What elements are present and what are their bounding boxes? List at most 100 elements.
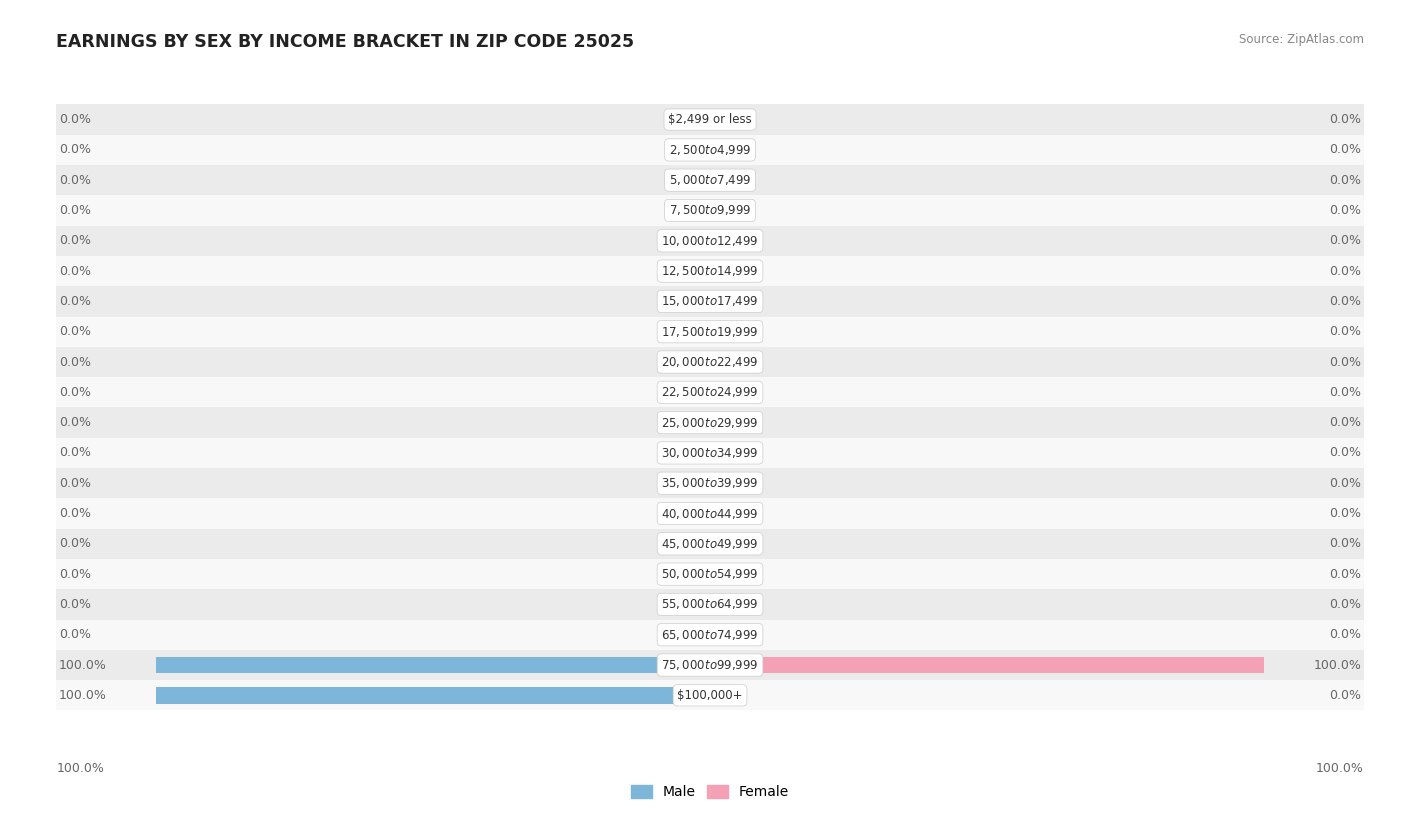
Text: 100.0%: 100.0%	[59, 689, 107, 702]
Bar	[56, 195, 1364, 226]
Text: $75,000 to $99,999: $75,000 to $99,999	[661, 658, 759, 672]
Text: 0.0%: 0.0%	[1329, 598, 1361, 611]
Text: 0.0%: 0.0%	[1329, 446, 1361, 459]
Bar	[710, 596, 730, 613]
Text: $15,000 to $17,499: $15,000 to $17,499	[661, 294, 759, 308]
Bar	[690, 293, 710, 310]
Bar	[690, 536, 710, 552]
Text: $7,500 to $9,999: $7,500 to $9,999	[669, 203, 751, 218]
Text: 0.0%: 0.0%	[59, 204, 91, 217]
Text: 0.0%: 0.0%	[1329, 689, 1361, 702]
Bar	[690, 172, 710, 189]
Text: $25,000 to $29,999: $25,000 to $29,999	[661, 415, 759, 429]
Text: $2,500 to $4,999: $2,500 to $4,999	[669, 143, 751, 157]
Bar	[56, 256, 1364, 286]
Legend: Male, Female: Male, Female	[626, 780, 794, 805]
Text: 0.0%: 0.0%	[59, 567, 91, 580]
Bar	[56, 559, 1364, 589]
Text: 0.0%: 0.0%	[1329, 234, 1361, 247]
Text: $5,000 to $7,499: $5,000 to $7,499	[669, 173, 751, 187]
Text: 0.0%: 0.0%	[59, 537, 91, 550]
Text: 100.0%: 100.0%	[59, 659, 107, 672]
Text: $20,000 to $22,499: $20,000 to $22,499	[661, 355, 759, 369]
Bar	[690, 445, 710, 461]
Bar	[690, 626, 710, 643]
Bar	[56, 680, 1364, 711]
Text: $100,000+: $100,000+	[678, 689, 742, 702]
Text: 0.0%: 0.0%	[1329, 143, 1361, 156]
Text: 0.0%: 0.0%	[59, 507, 91, 520]
Bar	[56, 104, 1364, 135]
Bar	[710, 445, 730, 461]
Text: 0.0%: 0.0%	[1329, 264, 1361, 277]
Bar	[690, 384, 710, 401]
Bar	[56, 407, 1364, 437]
Bar	[690, 324, 710, 340]
Text: 0.0%: 0.0%	[59, 113, 91, 126]
Text: $40,000 to $44,999: $40,000 to $44,999	[661, 506, 759, 520]
Bar	[690, 263, 710, 280]
Bar	[710, 354, 730, 371]
Text: 0.0%: 0.0%	[1329, 295, 1361, 308]
Bar	[56, 226, 1364, 256]
Bar	[56, 498, 1364, 528]
Text: 0.0%: 0.0%	[59, 598, 91, 611]
Text: 0.0%: 0.0%	[1329, 113, 1361, 126]
Bar	[710, 324, 730, 340]
Bar	[690, 233, 710, 249]
Bar	[710, 384, 730, 401]
Bar	[710, 141, 730, 159]
Bar	[690, 505, 710, 522]
Text: $50,000 to $54,999: $50,000 to $54,999	[661, 567, 759, 581]
Text: 0.0%: 0.0%	[1329, 355, 1361, 368]
Text: 0.0%: 0.0%	[59, 325, 91, 338]
Text: 0.0%: 0.0%	[1329, 204, 1361, 217]
Text: EARNINGS BY SEX BY INCOME BRACKET IN ZIP CODE 25025: EARNINGS BY SEX BY INCOME BRACKET IN ZIP…	[56, 33, 634, 50]
Text: 0.0%: 0.0%	[1329, 325, 1361, 338]
Bar	[710, 536, 730, 552]
Bar	[690, 475, 710, 492]
Bar	[710, 233, 730, 249]
Bar	[56, 347, 1364, 377]
Text: 0.0%: 0.0%	[59, 295, 91, 308]
Text: $35,000 to $39,999: $35,000 to $39,999	[661, 476, 759, 490]
Text: 0.0%: 0.0%	[59, 174, 91, 187]
Text: 0.0%: 0.0%	[1329, 507, 1361, 520]
Bar	[710, 687, 730, 704]
Text: 0.0%: 0.0%	[59, 234, 91, 247]
Bar	[56, 286, 1364, 316]
Bar	[156, 687, 710, 704]
Text: 0.0%: 0.0%	[1329, 174, 1361, 187]
Text: 0.0%: 0.0%	[59, 386, 91, 399]
Bar	[710, 626, 730, 643]
Bar	[56, 468, 1364, 498]
Bar	[56, 650, 1364, 680]
Bar	[690, 415, 710, 431]
Text: $22,500 to $24,999: $22,500 to $24,999	[661, 385, 759, 399]
Bar	[56, 589, 1364, 620]
Bar	[710, 505, 730, 522]
Bar	[56, 165, 1364, 195]
Bar	[690, 111, 710, 128]
Text: 0.0%: 0.0%	[59, 355, 91, 368]
Text: $12,500 to $14,999: $12,500 to $14,999	[661, 264, 759, 278]
Bar	[710, 263, 730, 280]
Bar	[56, 377, 1364, 407]
Text: 0.0%: 0.0%	[1329, 628, 1361, 641]
Text: 0.0%: 0.0%	[59, 446, 91, 459]
Bar	[56, 135, 1364, 165]
Text: 0.0%: 0.0%	[59, 143, 91, 156]
Text: 0.0%: 0.0%	[1329, 416, 1361, 429]
Bar	[710, 566, 730, 582]
Bar	[710, 293, 730, 310]
Bar	[56, 316, 1364, 347]
Bar	[710, 475, 730, 492]
Text: $17,500 to $19,999: $17,500 to $19,999	[661, 324, 759, 339]
Bar	[710, 111, 730, 128]
Text: 0.0%: 0.0%	[59, 264, 91, 277]
Bar	[156, 657, 710, 673]
Text: $65,000 to $74,999: $65,000 to $74,999	[661, 628, 759, 641]
Bar	[710, 202, 730, 219]
Text: 100.0%: 100.0%	[1316, 762, 1364, 775]
Text: 0.0%: 0.0%	[1329, 537, 1361, 550]
